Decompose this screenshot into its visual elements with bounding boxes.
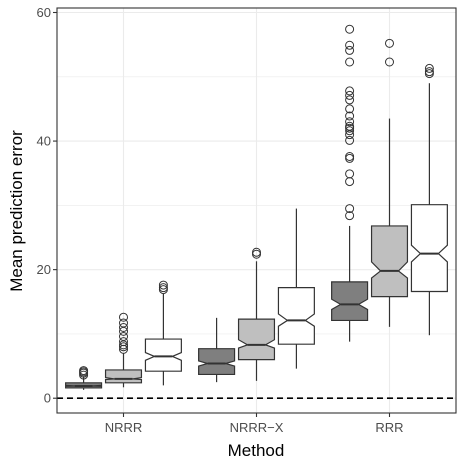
box-group bbox=[370, 38, 409, 327]
x-tick-label: NRRR−X bbox=[230, 420, 284, 435]
box-group bbox=[198, 317, 236, 383]
notched-box bbox=[104, 369, 143, 384]
y-tick-label: 20 bbox=[37, 262, 51, 277]
y-axis-ticks: 0 20 40 60 bbox=[37, 5, 57, 406]
outlier-point bbox=[345, 121, 355, 131]
outlier-point bbox=[345, 117, 355, 127]
outlier-point bbox=[424, 63, 434, 73]
outlier-point bbox=[345, 169, 355, 179]
outlier-point bbox=[119, 337, 128, 347]
outlier-point bbox=[119, 323, 128, 332]
notched-box bbox=[410, 204, 448, 293]
boxes bbox=[65, 24, 448, 390]
notched-box bbox=[370, 225, 409, 298]
x-axis-title: Method bbox=[228, 441, 285, 460]
notched-box bbox=[198, 348, 236, 376]
y-axis-title: Mean prediction error bbox=[7, 130, 26, 292]
x-axis-ticks: NRRR NRRR−X RRR bbox=[105, 413, 404, 435]
outlier-point bbox=[424, 67, 434, 77]
outlier-point bbox=[345, 204, 355, 214]
box-group bbox=[65, 366, 103, 390]
outlier-point bbox=[345, 86, 355, 96]
box-group bbox=[331, 24, 369, 342]
box-group bbox=[277, 208, 315, 369]
outlier-point bbox=[345, 24, 355, 34]
outlier-point bbox=[345, 135, 355, 145]
y-tick-label: 60 bbox=[37, 5, 51, 20]
x-tick-label: NRRR bbox=[105, 420, 143, 435]
outlier-point bbox=[158, 283, 168, 293]
x-tick-label: RRR bbox=[375, 420, 403, 435]
notched-box bbox=[144, 338, 182, 372]
outlier-point bbox=[158, 280, 168, 290]
box-group bbox=[104, 312, 143, 388]
box-group bbox=[144, 280, 182, 386]
outlier-point bbox=[119, 332, 128, 341]
outlier-point bbox=[119, 312, 128, 322]
outlier-point bbox=[345, 90, 355, 100]
outlier-point bbox=[345, 40, 355, 50]
outlier-point bbox=[385, 57, 394, 67]
notched-box bbox=[237, 318, 276, 361]
notched-box bbox=[277, 287, 315, 345]
outlier-point bbox=[345, 111, 355, 121]
outlier-point bbox=[345, 57, 355, 67]
box-group bbox=[237, 247, 276, 381]
box-group bbox=[410, 63, 448, 336]
outlier-point bbox=[345, 45, 355, 55]
outlier-point bbox=[345, 152, 355, 161]
notched-box bbox=[331, 281, 369, 322]
outlier-point bbox=[345, 95, 355, 105]
y-tick-label: 0 bbox=[44, 391, 51, 406]
outlier-point bbox=[345, 126, 355, 136]
outlier-point bbox=[252, 247, 261, 257]
outlier-point bbox=[345, 211, 355, 221]
outlier-point bbox=[345, 104, 355, 114]
outlier-point bbox=[119, 318, 128, 328]
outlier-point bbox=[79, 366, 89, 376]
outlier-point bbox=[385, 38, 394, 48]
y-tick-label: 40 bbox=[37, 134, 51, 149]
